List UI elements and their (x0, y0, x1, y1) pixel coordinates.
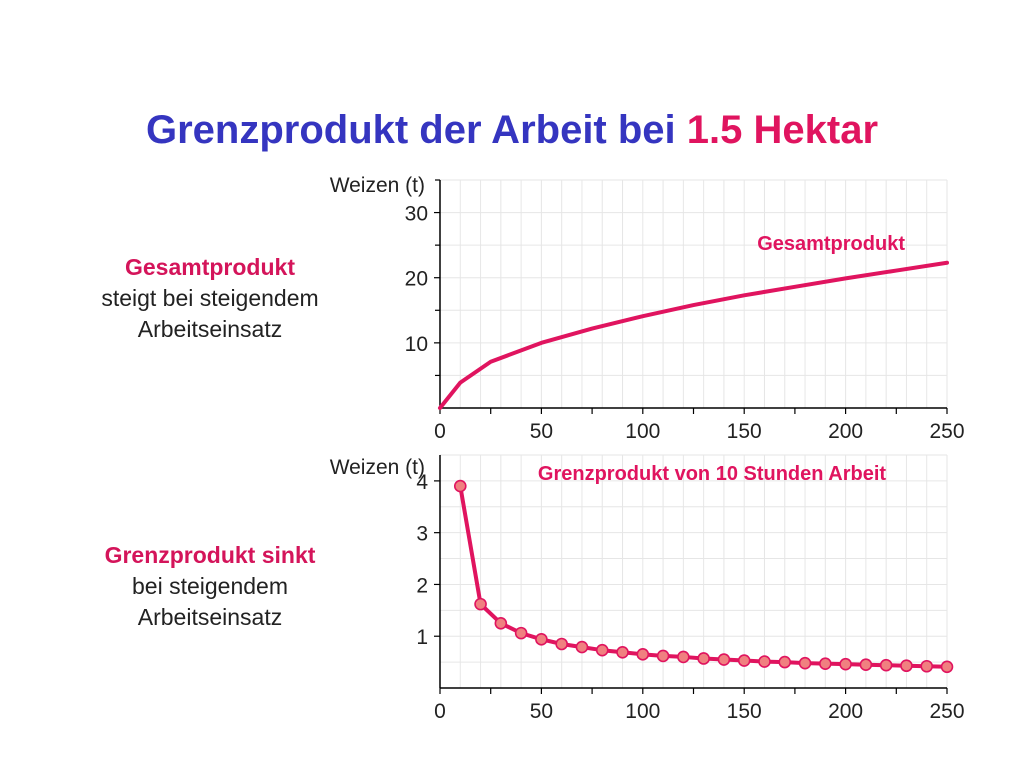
bottom-data-point (758, 655, 771, 668)
title-main: Grenzprodukt der Arbeit bei (145, 108, 687, 152)
top-series-annotation: Gesamtprodukt (757, 233, 905, 255)
bottom-data-point (839, 657, 852, 671)
bottom-data-point (514, 626, 528, 640)
bottom-data-point (778, 655, 792, 669)
page-title: Grenzprodukt der Arbeit bei 1.5 Hektar (0, 108, 1024, 153)
bottom-description-line2: Arbeitseinsatz (137, 604, 283, 630)
bottom-data-point (798, 656, 812, 670)
bottom-data-point (474, 597, 487, 611)
bottom-data-point (900, 659, 913, 673)
title-highlight: 1.5 Hektar (686, 108, 879, 152)
top-x-tick-label: 50 (530, 420, 553, 443)
bottom-data-point (494, 616, 508, 630)
bottom-data-point (859, 658, 873, 672)
top-x-tick-label: 200 (828, 420, 863, 443)
bottom-x-tick-label: 200 (828, 700, 863, 723)
bottom-description: Grenzprodukt sinkt bei steigendem Arbeit… (40, 540, 380, 633)
top-y-tick-label: 20 (405, 268, 428, 291)
top-x-tick-label: 100 (625, 420, 660, 443)
top-description: Gesamtprodukt steigt bei steigendem Arbe… (40, 252, 380, 345)
bottom-description-heading: Grenzprodukt sinkt (104, 542, 316, 568)
bottom-data-point (940, 660, 954, 674)
top-x-tick-label: 150 (727, 420, 762, 443)
bottom-data-point (535, 633, 548, 646)
bottom-x-tick-label: 250 (929, 700, 964, 723)
bottom-data-point (453, 479, 467, 493)
bottom-data-point (656, 649, 670, 663)
bottom-x-tick-label: 100 (625, 700, 660, 723)
bottom-data-point (879, 658, 893, 672)
bottom-data-point (636, 648, 650, 661)
bottom-data-point (697, 652, 710, 665)
top-y-tick-label: 10 (405, 333, 428, 356)
bottom-y-tick-label: 1 (416, 626, 428, 649)
top-description-line2: Arbeitseinsatz (137, 316, 283, 342)
bottom-y-axis-label: Weizen (t) (330, 456, 425, 479)
bottom-y-tick-label: 4 (416, 471, 428, 494)
top-description-line1: steigt bei steigendem (101, 285, 319, 311)
bottom-data-point (717, 653, 731, 666)
bottom-data-point (595, 643, 609, 657)
bottom-series-annotation: Grenzprodukt von 10 Stunden Arbeit (538, 463, 887, 485)
top-y-axis-label: Weizen (t) (330, 174, 425, 197)
bottom-y-tick-label: 2 (416, 574, 428, 597)
bottom-description-line1: bei steigendem (132, 573, 288, 599)
bottom-data-point (819, 657, 832, 670)
top-y-tick-label: 30 (405, 203, 428, 226)
bottom-data-point (555, 637, 568, 651)
bottom-data-point (920, 659, 934, 673)
top-series-line (438, 260, 949, 410)
top-description-heading: Gesamtprodukt (125, 254, 295, 280)
bottom-x-tick-label: 50 (530, 700, 553, 723)
bottom-x-tick-label: 150 (727, 700, 762, 723)
top-x-tick-label: 0 (434, 420, 446, 443)
bottom-data-point (575, 640, 589, 654)
bottom-x-tick-label: 0 (434, 700, 446, 723)
top-x-tick-label: 250 (929, 420, 964, 443)
bottom-data-point (677, 650, 690, 664)
bottom-data-point (616, 645, 629, 659)
bottom-y-tick-label: 3 (416, 523, 428, 546)
bottom-data-point (737, 654, 751, 667)
